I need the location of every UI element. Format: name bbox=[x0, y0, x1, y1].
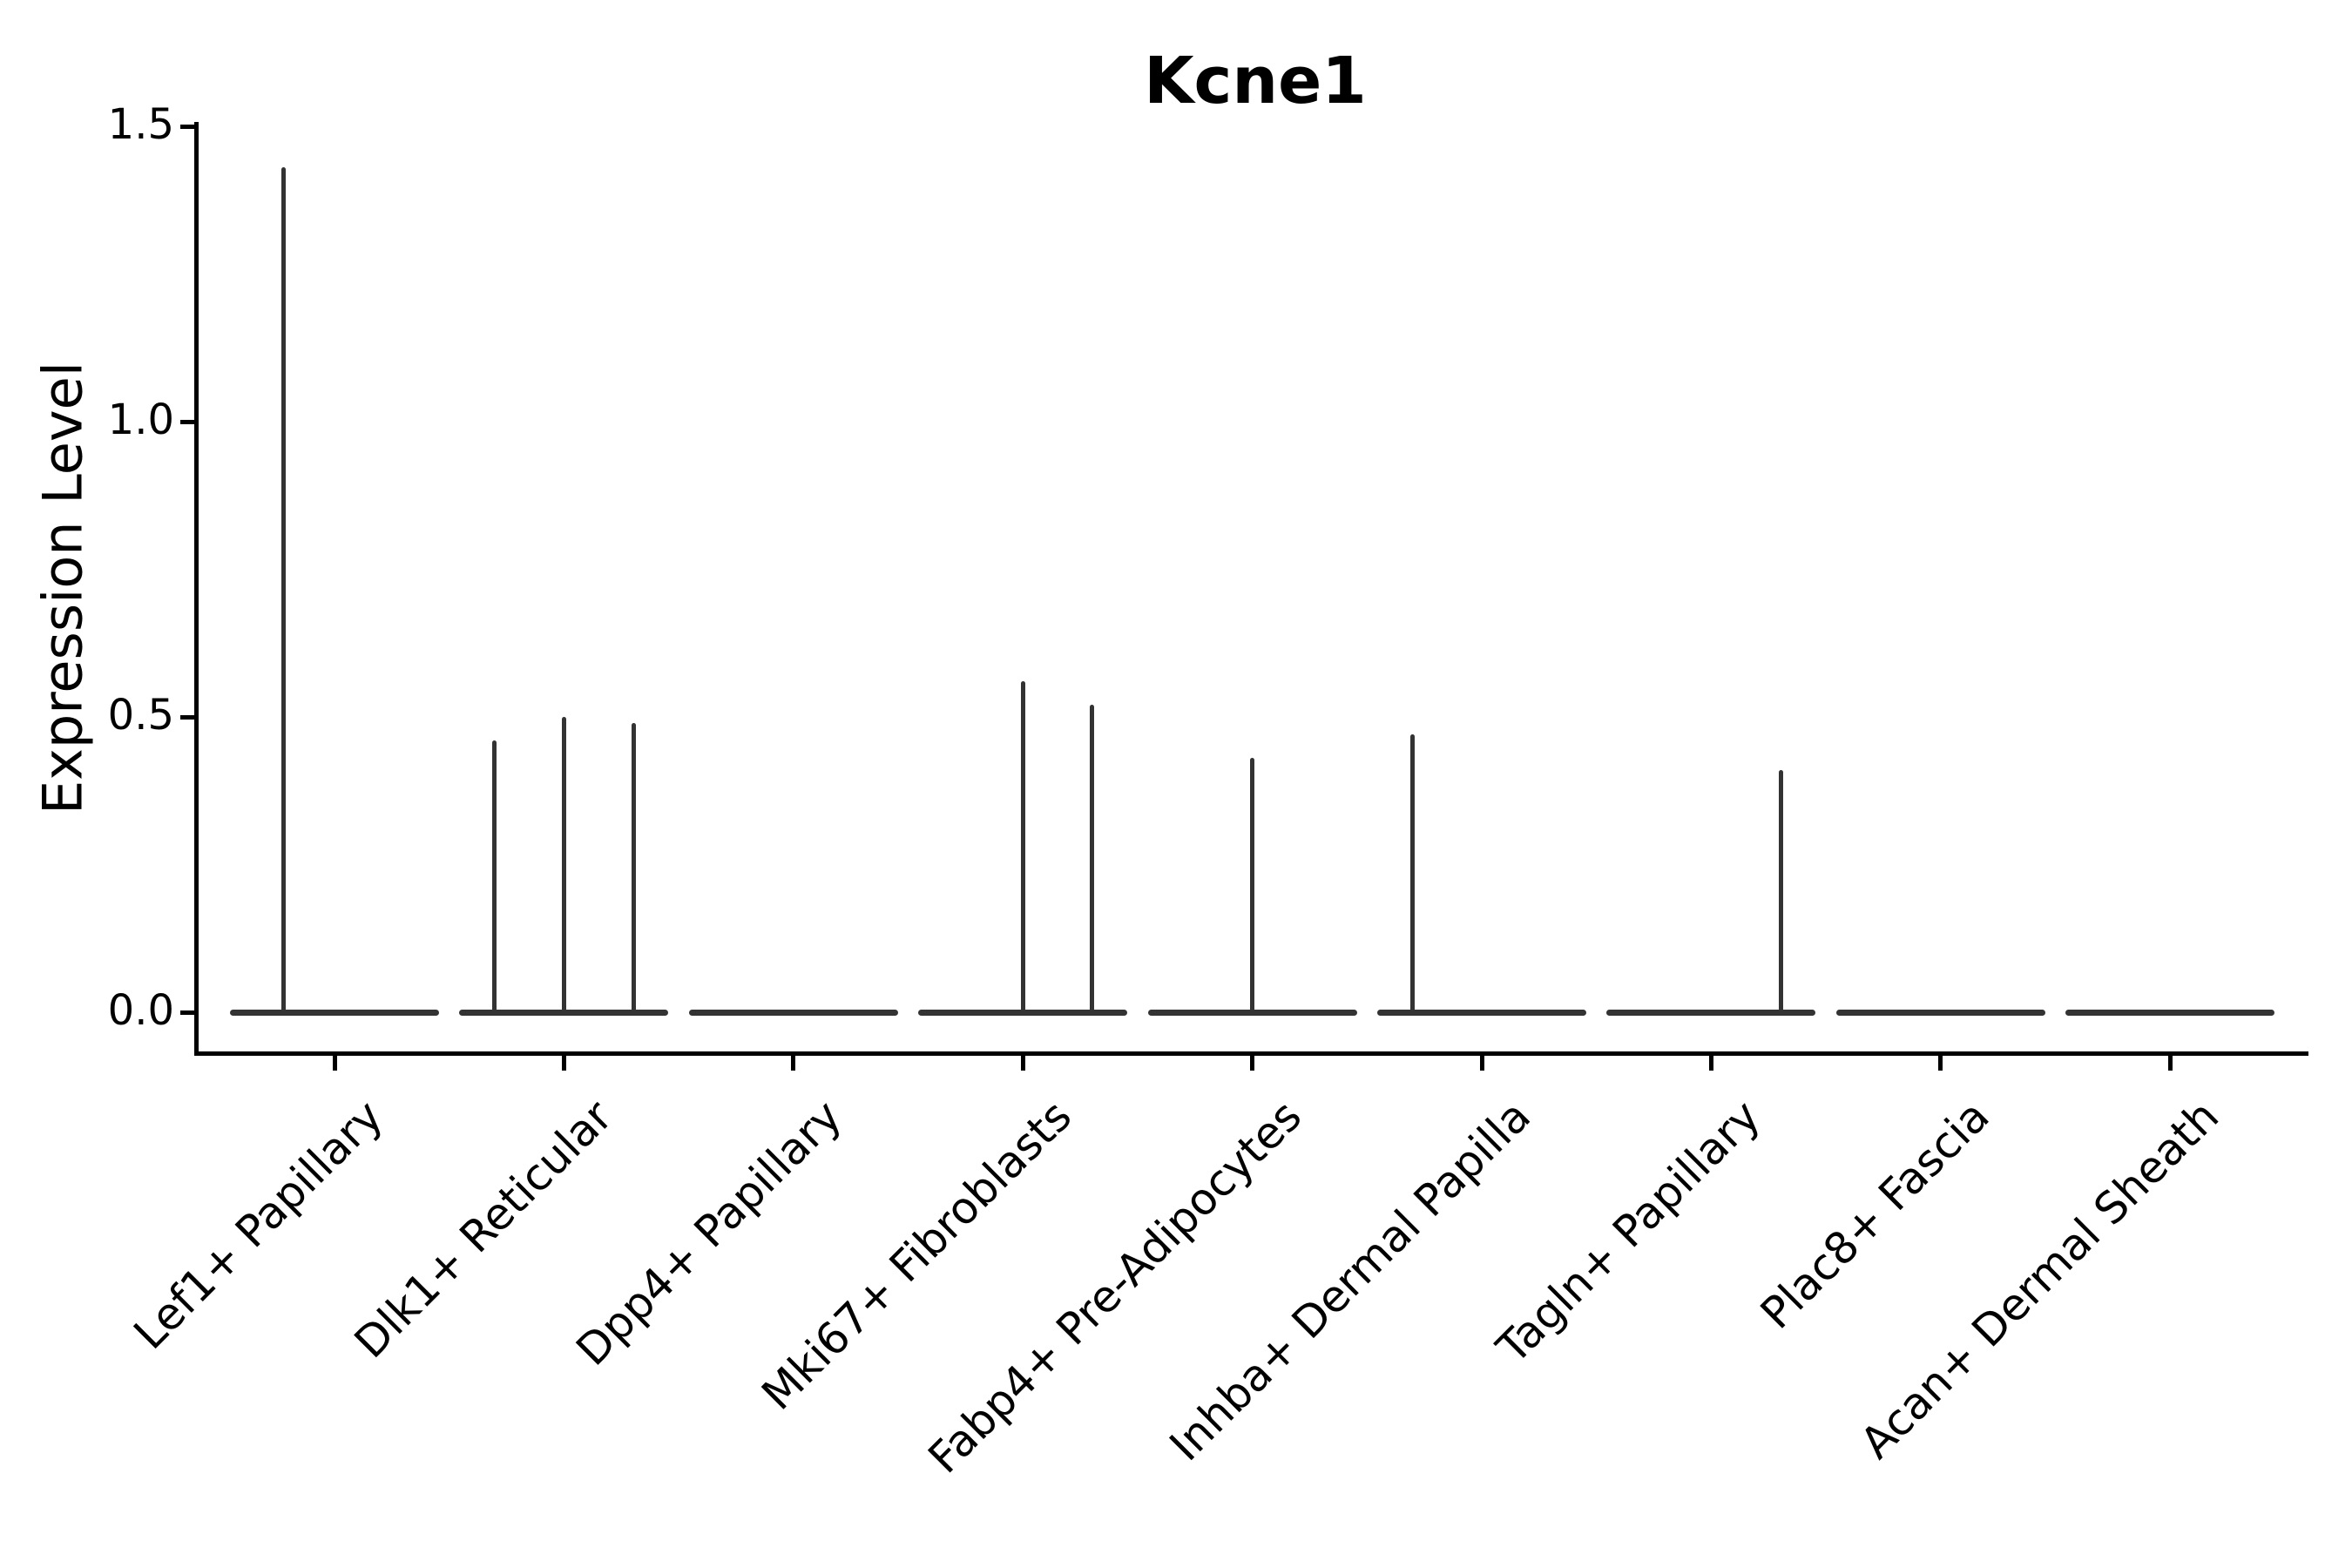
violin-zero-line bbox=[1147, 1009, 1357, 1016]
x-tick-mark bbox=[1250, 1054, 1255, 1071]
violin-spike bbox=[561, 717, 566, 1012]
y-tick-label: 1.5 bbox=[107, 99, 174, 149]
violin-zero-line bbox=[1606, 1009, 1816, 1016]
y-tick-label: 0.0 bbox=[107, 985, 174, 1035]
y-tick-label: 1.0 bbox=[107, 395, 174, 444]
violin-spike bbox=[1020, 681, 1025, 1012]
violin-zero-line bbox=[459, 1009, 669, 1016]
y-tick-mark bbox=[180, 124, 195, 129]
x-tick-mark bbox=[332, 1054, 337, 1071]
violin-spike bbox=[1250, 758, 1255, 1012]
y-tick-mark bbox=[180, 1010, 195, 1015]
x-tick-label: Fabp4+ Pre-Adipocytes bbox=[918, 1091, 1311, 1484]
x-axis-spine bbox=[194, 1051, 2308, 1056]
violin-spike bbox=[280, 167, 286, 1012]
x-tick-mark bbox=[1938, 1054, 1943, 1071]
violin-zero-line bbox=[1377, 1009, 1586, 1016]
y-axis-spine bbox=[194, 122, 199, 1056]
violin-zero-line bbox=[230, 1009, 439, 1016]
chart-title: Kcne1 bbox=[1144, 44, 1367, 118]
x-tick-label: Plac8+ Fascia bbox=[1751, 1091, 1999, 1339]
x-tick-mark bbox=[1708, 1054, 1713, 1071]
y-tick-mark bbox=[180, 714, 195, 720]
x-tick-mark bbox=[561, 1054, 566, 1071]
y-tick-label: 0.5 bbox=[107, 690, 174, 740]
violin-spike bbox=[491, 740, 497, 1012]
violin-zero-line bbox=[918, 1009, 1128, 1016]
x-tick-label: Lef1+ Papillary bbox=[124, 1091, 394, 1360]
violin-spike bbox=[631, 722, 636, 1012]
violin-zero-line bbox=[1835, 1009, 2045, 1016]
violin-spike bbox=[1778, 770, 1783, 1012]
violin-spike bbox=[1409, 734, 1415, 1012]
x-tick-mark bbox=[1479, 1054, 1484, 1071]
x-tick-mark bbox=[791, 1054, 796, 1071]
violin-zero-line bbox=[688, 1009, 898, 1016]
x-tick-mark bbox=[2167, 1054, 2173, 1071]
violin-spike bbox=[1089, 705, 1094, 1012]
violin-zero-line bbox=[2065, 1009, 2275, 1016]
y-tick-mark bbox=[180, 419, 195, 424]
x-tick-mark bbox=[1020, 1054, 1025, 1071]
